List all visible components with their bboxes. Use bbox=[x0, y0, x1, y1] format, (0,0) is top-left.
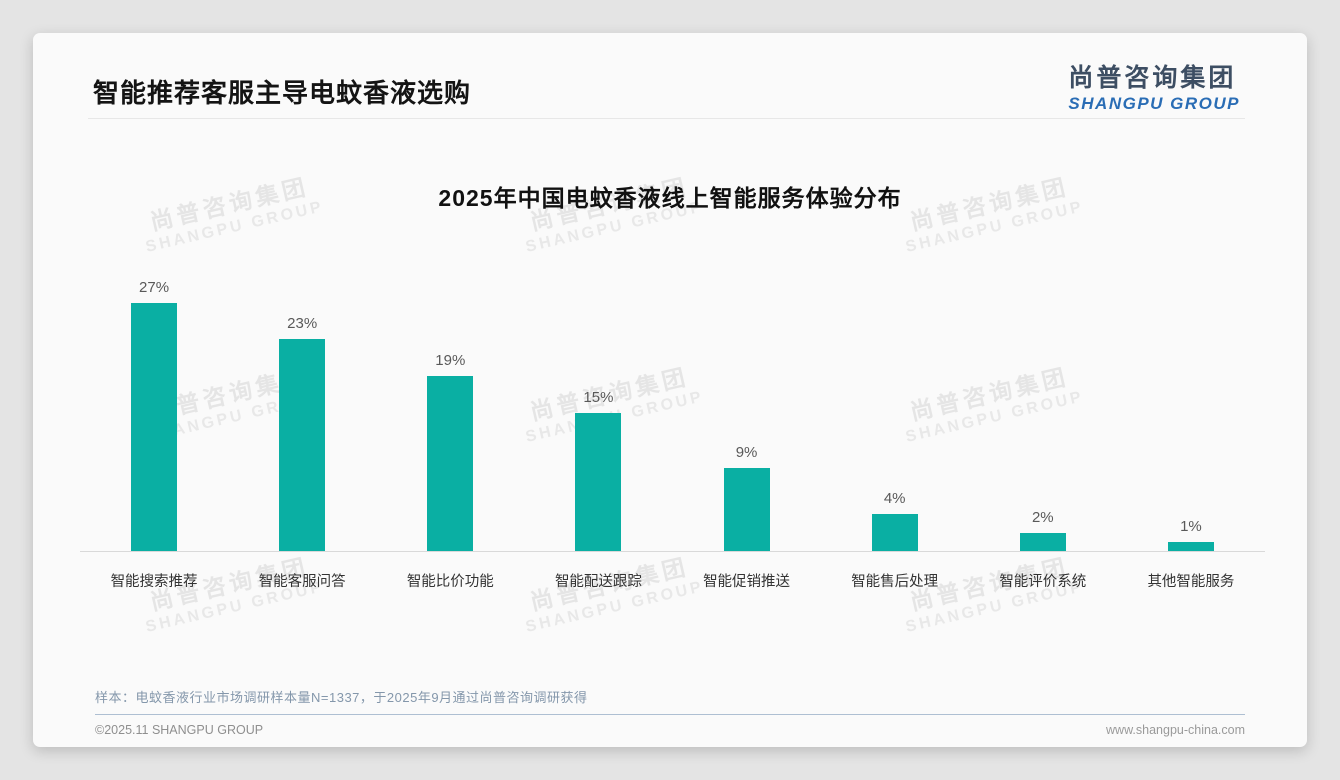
bar-value-label: 2% bbox=[1031, 509, 1054, 526]
bar-column: 27% bbox=[80, 279, 228, 551]
category-label: 其他智能服务 bbox=[1147, 574, 1235, 590]
bar bbox=[871, 514, 918, 551]
category-label: 智能比价功能 bbox=[406, 574, 494, 590]
page-title: 智能推荐客服主导电蚊香液选购 bbox=[93, 78, 472, 108]
category-label: 智能售后处理 bbox=[851, 574, 939, 590]
bar-column: 19% bbox=[376, 352, 524, 551]
category-label: 智能促销推送 bbox=[703, 574, 791, 590]
bar-value-label: 9% bbox=[735, 444, 758, 461]
bar bbox=[1167, 542, 1214, 551]
bar-value-label: 27% bbox=[139, 279, 170, 296]
bar-column: 9% bbox=[673, 444, 821, 551]
footer: ©2025.11 SHANGPU GROUP www.shangpu-china… bbox=[95, 723, 1245, 737]
bar-columns: 27% 23% 19% 15% 9% 4% 2% 1% bbox=[80, 33, 1265, 551]
brand-logo: 尚普咨询集团 SHANGPU GROUP bbox=[1068, 58, 1240, 114]
bar-value-label: 19% bbox=[435, 352, 466, 369]
bar-column: 2% bbox=[969, 509, 1117, 551]
header-divider bbox=[88, 118, 1245, 119]
bar-column: 1% bbox=[1117, 518, 1265, 551]
bar-value-label: 23% bbox=[287, 315, 318, 332]
category-label: 智能配送跟踪 bbox=[554, 574, 642, 590]
sample-note: 样本：电蚊香液行业市场调研样本量N=1337，于2025年9月通过尚普咨询调研获… bbox=[95, 690, 588, 705]
category-label: 智能评价系统 bbox=[999, 574, 1087, 590]
report-card: 尚普咨询集团 SHANGPU GROUP 尚普咨询集团 SHANGPU GROUP 尚普… bbox=[33, 33, 1307, 747]
category-label: 智能客服问答 bbox=[258, 574, 346, 590]
category-label: 智能搜索推荐 bbox=[110, 574, 198, 590]
footer-divider bbox=[95, 714, 1245, 715]
bar-value-label: 15% bbox=[583, 389, 614, 406]
chart-title: 2025年中国电蚊香液线上智能服务体验分布 bbox=[438, 185, 902, 211]
category-labels: 智能搜索推荐 智能客服问答 智能比价功能 智能配送跟踪 智能促销推送 智能售后处理 智能评价… bbox=[80, 570, 1265, 591]
bar bbox=[1019, 533, 1066, 551]
bar-chart: 27% 23% 19% 15% 9% 4% 2% 1% bbox=[80, 33, 1265, 551]
brand-logo-chinese: 尚普咨询集团 bbox=[1068, 64, 1237, 92]
bar-column: 4% bbox=[821, 490, 969, 551]
bar bbox=[723, 468, 770, 551]
brand-logo-english: SHANGPU GROUP bbox=[1068, 94, 1240, 113]
copyright-text: ©2025.11 SHANGPU GROUP bbox=[95, 723, 264, 737]
bar bbox=[575, 413, 622, 551]
bar-column: 23% bbox=[228, 315, 376, 551]
website-url: www.shangpu-china.com bbox=[1106, 723, 1245, 737]
x-axis-line bbox=[80, 551, 1265, 552]
bar-value-label: 1% bbox=[1180, 518, 1202, 535]
bar bbox=[427, 376, 474, 551]
bar bbox=[131, 303, 178, 551]
bar-value-label: 4% bbox=[883, 490, 906, 507]
bar bbox=[279, 339, 326, 551]
bar-column: 15% bbox=[524, 389, 672, 551]
